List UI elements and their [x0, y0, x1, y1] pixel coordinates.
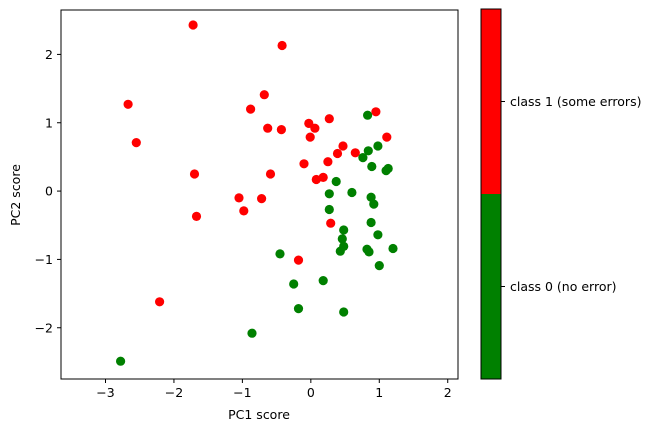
- data-point: [123, 99, 133, 109]
- x-tick-label: −1: [233, 385, 251, 400]
- data-point: [293, 304, 304, 314]
- colorbar: class 1 (some errors) class 0 (no error): [480, 8, 641, 380]
- data-point: [305, 132, 315, 142]
- colorbar-label: class 0 (no error): [510, 279, 617, 294]
- data-point: [311, 174, 321, 185]
- data-point: [246, 104, 256, 114]
- data-point: [289, 279, 299, 289]
- data-point: [324, 189, 334, 199]
- data-point: [358, 153, 368, 163]
- data-point: [293, 255, 304, 265]
- data-point: [366, 192, 376, 202]
- x-tick-label: 0: [307, 385, 315, 400]
- data-point: [324, 114, 334, 124]
- data-point: [188, 20, 198, 30]
- data-point: [350, 148, 360, 158]
- y-tick-label: 2: [45, 47, 53, 62]
- colorbar-segment: [481, 9, 501, 194]
- y-axis-label: PC2 score: [8, 164, 23, 226]
- data-point: [310, 123, 320, 133]
- data-point: [324, 204, 334, 215]
- data-point: [277, 40, 287, 51]
- data-point: [257, 194, 267, 204]
- x-axis-label: PC1 score: [228, 407, 290, 422]
- y-tick-label: 1: [45, 115, 53, 130]
- data-point: [371, 107, 381, 117]
- data-point: [338, 141, 348, 151]
- data-point: [234, 193, 244, 203]
- data-point: [191, 211, 202, 221]
- points-layer: [116, 20, 398, 366]
- data-point: [369, 199, 379, 209]
- data-point: [332, 148, 343, 159]
- data-point: [339, 225, 349, 235]
- data-point: [263, 123, 273, 133]
- data-point: [276, 125, 286, 135]
- data-point: [339, 307, 349, 317]
- x-axis-ticks: −3 −2 −1 0 1 2: [96, 379, 452, 400]
- data-point: [382, 132, 392, 142]
- data-point: [373, 141, 383, 151]
- data-point: [265, 169, 276, 179]
- data-point: [275, 249, 285, 259]
- colorbar-frame: [480, 8, 502, 380]
- data-point: [318, 276, 328, 286]
- data-point: [247, 328, 257, 338]
- data-point: [131, 138, 141, 148]
- colorbar-label: class 1 (some errors): [510, 94, 641, 109]
- data-point: [373, 230, 383, 240]
- plot-frame: [60, 9, 459, 380]
- data-point: [367, 161, 377, 172]
- data-point: [381, 166, 391, 176]
- data-point: [363, 146, 373, 156]
- data-point: [189, 169, 200, 179]
- data-point: [259, 90, 269, 100]
- y-tick-label: −1: [35, 252, 53, 267]
- x-tick-label: 1: [375, 385, 383, 400]
- data-point: [323, 157, 333, 167]
- data-point: [335, 246, 345, 256]
- x-tick-label: −2: [165, 385, 183, 400]
- data-point: [299, 159, 309, 169]
- data-point: [363, 110, 373, 120]
- data-point: [318, 172, 328, 182]
- data-point: [155, 297, 165, 307]
- x-tick-label: −3: [96, 385, 114, 400]
- data-point: [331, 176, 341, 187]
- data-point: [364, 247, 374, 257]
- colorbar-segment: [481, 194, 501, 379]
- y-tick-label: 0: [45, 184, 53, 199]
- data-point: [388, 243, 398, 254]
- data-point: [337, 234, 347, 244]
- data-point: [116, 356, 126, 366]
- x-tick-label: 2: [444, 385, 452, 400]
- y-axis-ticks: −2 −1 0 1 2: [35, 47, 61, 335]
- data-point: [239, 206, 249, 216]
- data-point: [347, 187, 357, 198]
- data-point: [326, 218, 336, 228]
- y-tick-label: −2: [35, 320, 53, 335]
- data-point: [366, 217, 376, 228]
- data-point: [374, 261, 384, 271]
